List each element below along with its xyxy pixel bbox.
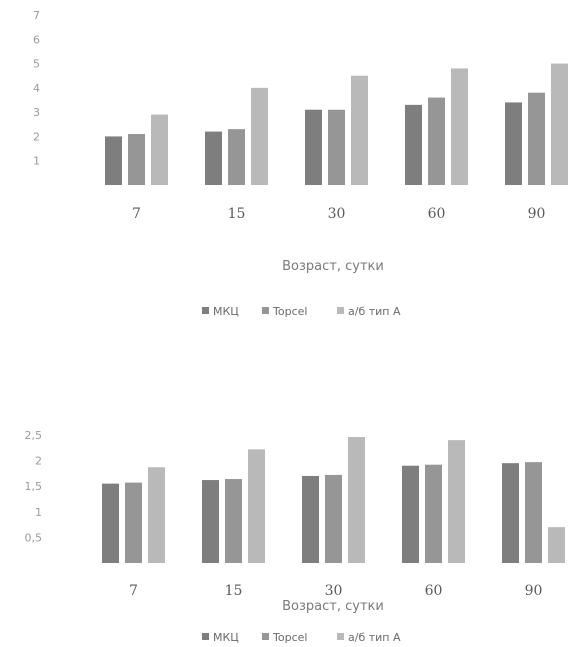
bar-2-7 (128, 134, 145, 185)
bar-1-15 (205, 131, 222, 185)
x-tick-label: 7 (129, 583, 138, 599)
bar-3-30 (351, 75, 368, 185)
y-tick-label: 5 (33, 58, 40, 71)
bar-2-15 (228, 129, 245, 185)
bar-1-7 (105, 136, 122, 185)
legend-swatch (202, 307, 209, 314)
legend-label: Topcel (272, 631, 307, 644)
bar-3-30 (348, 437, 365, 563)
x-tick-label: 60 (425, 583, 443, 599)
y-tick-label: 2 (33, 130, 40, 143)
bar-3-60 (448, 440, 465, 563)
legend-swatch (337, 307, 344, 314)
bar-2-60 (425, 464, 442, 563)
bar-2-15 (225, 479, 242, 563)
bar-3-90 (551, 63, 568, 186)
bar-1-90 (505, 102, 522, 185)
bar-3-7 (151, 114, 168, 185)
bar-3-90 (548, 527, 565, 563)
legend-swatch (202, 633, 209, 640)
y-tick-label: 2,5 (25, 429, 43, 442)
y-tick-label: 1 (33, 155, 40, 168)
x-tick-label: 90 (525, 583, 543, 599)
bar-2-7 (125, 482, 142, 563)
chart-bottom: 0,5 1 1,5 2 2,5 7 15 30 60 90 Возраст, сутки МКЦ Top… (25, 429, 565, 644)
y-tick-label: 6 (33, 33, 40, 46)
bar-2-90 (528, 92, 545, 185)
x-tick-label: 30 (325, 583, 343, 599)
bar-3-15 (248, 449, 265, 563)
bar-1-15 (202, 480, 219, 563)
chart-top: 1 2 3 4 5 6 7 7 15 30 60 90 Возраст, сутки МКЦ Topcel а… (33, 9, 568, 318)
y-tick-label: 7 (33, 9, 40, 22)
y-tick-label: 0,5 (25, 531, 43, 544)
x-axis-label: Возраст, сутки (282, 259, 384, 274)
bar-2-30 (328, 109, 345, 185)
bar-1-30 (302, 475, 319, 563)
x-tick-label: 30 (328, 206, 346, 222)
y-tick-label: 3 (33, 106, 40, 119)
legend-label: а/б тип А (348, 631, 401, 644)
y-tick-label: 4 (33, 82, 40, 95)
bar-1-90 (502, 463, 519, 563)
bar-2-60 (428, 97, 445, 185)
bar-1-7 (102, 483, 119, 563)
x-tick-label: 90 (528, 206, 546, 222)
bar-1-60 (405, 104, 422, 185)
legend-label: Topcel (272, 305, 307, 318)
legend-label: МКЦ (213, 631, 239, 644)
x-axis-label: Возраст, сутки (282, 599, 384, 614)
legend-label: МКЦ (213, 305, 239, 318)
x-tick-label: 15 (225, 583, 243, 599)
y-tick-label: 1 (35, 506, 42, 519)
bar-2-30 (325, 474, 342, 563)
y-tick-label: 2 (35, 455, 42, 468)
legend-swatch (262, 307, 269, 314)
bar-3-7 (148, 467, 165, 563)
legend-swatch (262, 633, 269, 640)
bar-1-30 (305, 109, 322, 185)
x-tick-label: 60 (428, 206, 446, 222)
y-tick-label: 1,5 (25, 480, 43, 493)
bar-1-60 (402, 465, 419, 563)
legend-swatch (337, 633, 344, 640)
x-tick-label: 15 (228, 206, 246, 222)
bar-3-60 (451, 68, 468, 185)
bar-2-90 (525, 462, 542, 563)
x-tick-label: 7 (132, 206, 141, 222)
legend-label: а/б тип А (348, 305, 401, 318)
bar-3-15 (251, 87, 268, 185)
